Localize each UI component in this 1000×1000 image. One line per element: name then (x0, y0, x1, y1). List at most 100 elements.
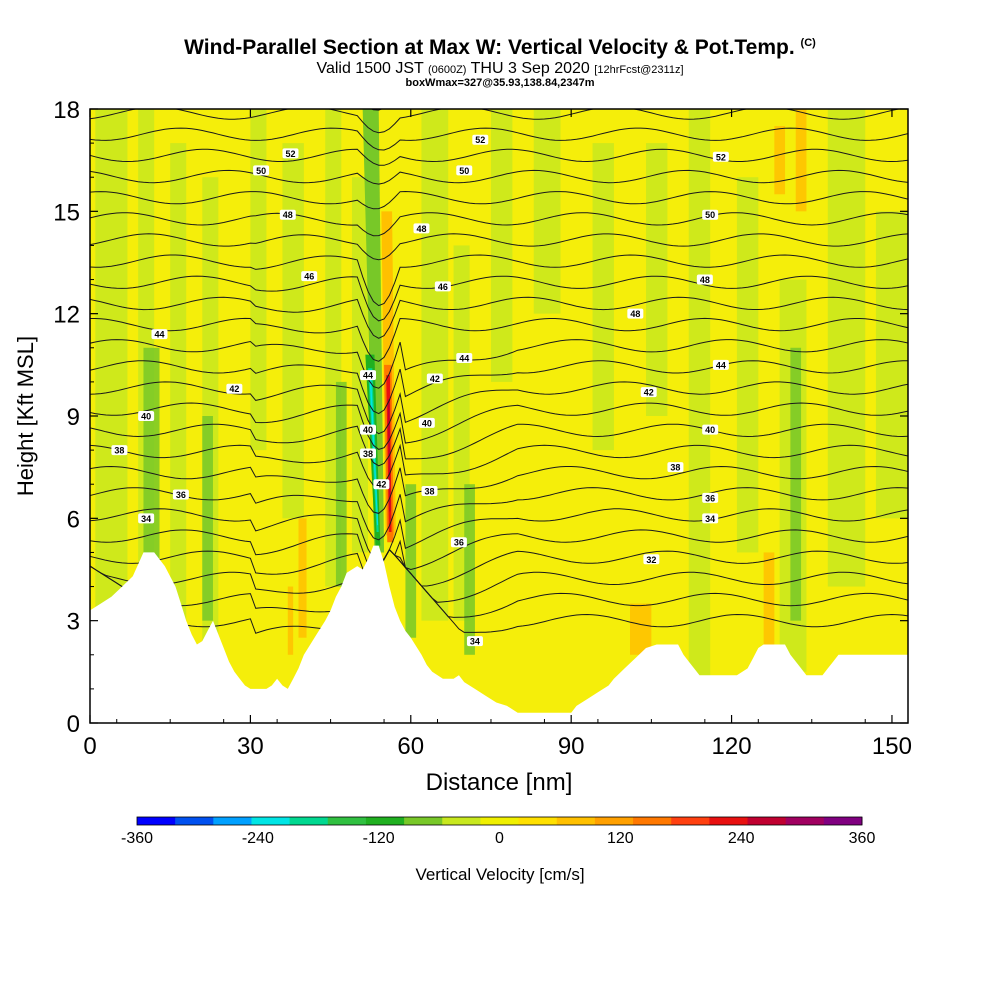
x-tick-label: 90 (558, 733, 585, 760)
colorbar-swatch (327, 817, 367, 825)
theta-label-bg (360, 448, 377, 459)
theta-label-bg (373, 479, 390, 490)
chart-subtitle: Valid 1500 JST (0600Z) THU 3 Sep 2020 [1… (316, 60, 684, 77)
y-tick-label: 15 (53, 199, 80, 226)
theta-label-bg (456, 165, 473, 176)
theta-label: 34 (470, 637, 480, 647)
theta-label-bg (172, 489, 189, 500)
colorbar-swatch (442, 817, 481, 825)
theta-label-bg (151, 329, 168, 340)
colorbar-swatch (594, 817, 634, 825)
x-axis-label: Distance [nm] (426, 769, 573, 796)
velocity-streak (736, 177, 759, 553)
theta-label-bg (627, 308, 644, 319)
theta-contour-line (90, 190, 908, 210)
theta-label-bg (702, 513, 719, 524)
theta-label-bg (418, 417, 435, 428)
velocity-streak (287, 586, 294, 655)
velocity-streak (763, 552, 775, 645)
theta-contours (90, 109, 908, 634)
velocity-streak (688, 109, 711, 689)
velocity-streak (421, 109, 449, 621)
colorbar-swatch (251, 817, 291, 825)
colorbar-tick-label: 240 (728, 830, 755, 847)
theta-label-group: 34 36 38 40 42 44 46 48 50 52 44 40 38 42 40 38 36 34 42 44… (111, 134, 729, 647)
theta-contour-line (90, 487, 908, 541)
theta-contour-line (90, 443, 908, 488)
velocity-streak (774, 126, 786, 195)
theta-label: 36 (454, 538, 464, 548)
y-tick-label: 6 (67, 506, 80, 533)
theta-label: 50 (256, 166, 266, 176)
theta-label-bg (667, 462, 684, 473)
theta-label-bg (279, 209, 296, 220)
theta-label-bg (702, 492, 719, 503)
velocity-streak (250, 109, 267, 451)
colorbar-tick-label: 120 (607, 830, 634, 847)
theta-label: 48 (283, 210, 293, 220)
colorbar-label: Vertical Velocity [cm/s] (415, 865, 584, 884)
theta-contour-line (90, 423, 908, 467)
theta-contour-line (90, 127, 908, 151)
theta-contour-line (90, 212, 908, 237)
theta-contour-line (90, 275, 908, 322)
theta-contour-line (90, 548, 908, 634)
colorbar-swatch (709, 817, 749, 825)
colorbar-tick-label: -240 (242, 830, 274, 847)
theta-label-bg (138, 513, 155, 524)
theta-label: 38 (424, 487, 434, 497)
theta-label: 36 (176, 490, 186, 500)
theta-label: 52 (716, 152, 726, 162)
colorbar-tick-label: -120 (363, 830, 395, 847)
velocity-streak (298, 518, 307, 638)
theta-label: 42 (229, 384, 239, 394)
theta-label: 46 (438, 282, 448, 292)
colorbar-tick-label: 0 (495, 830, 504, 847)
theta-label-bg (712, 151, 729, 162)
theta-label-bg (456, 353, 473, 364)
theta-label: 40 (363, 425, 373, 435)
theta-contour-line (90, 508, 908, 563)
theta-label: 38 (363, 449, 373, 459)
theta-label-bg (111, 445, 128, 456)
theta-label-bg (702, 424, 719, 435)
theta-label-bg (421, 486, 438, 497)
y-tick-label: 3 (67, 609, 80, 636)
theta-label-bg (450, 537, 467, 548)
theta-label: 34 (705, 514, 715, 524)
theta-label-bg (640, 387, 657, 398)
theta-label-bg (301, 271, 318, 282)
velocity-streak (464, 484, 475, 655)
theta-label-bg (696, 274, 713, 285)
colorbar-swatch (518, 817, 558, 825)
y-axis-label: Height [Kft MSL] (13, 336, 38, 496)
colorbar: -360 -240 -120 0 120 240 360 Vertical Velocity … (121, 816, 875, 884)
theta-contour-line (90, 529, 908, 575)
theta-label-bg (413, 223, 430, 234)
theta-label: 34 (141, 514, 151, 524)
theta-label: 38 (670, 463, 680, 473)
x-tick-label: 150 (872, 733, 912, 760)
theta-contour-line (90, 317, 908, 362)
theta-contour-line (90, 233, 908, 261)
colorbar-tick-label: -360 (121, 830, 153, 847)
colorbar-swatch (671, 817, 710, 825)
theta-label: 52 (475, 135, 485, 145)
theta-label: 48 (630, 309, 640, 319)
theta-label: 40 (141, 412, 151, 422)
x-tick-label: 0 (83, 733, 96, 760)
velocity-streak (282, 143, 304, 519)
theta-label: 42 (644, 388, 654, 398)
colorbar-swatch (175, 817, 214, 825)
theta-label-bg (360, 370, 377, 381)
theta-label: 36 (705, 493, 715, 503)
theta-contour-line (90, 148, 908, 166)
velocity-streak (592, 143, 614, 451)
colorbar-swatch (823, 817, 863, 825)
y-tick-label: 12 (53, 302, 80, 329)
colorbar-swatch (480, 817, 520, 825)
chart-boxline: boxWmax=327@35.93,138.84,2347m (405, 77, 595, 89)
colorbar-swatch (137, 817, 176, 825)
velocity-field (90, 109, 908, 723)
